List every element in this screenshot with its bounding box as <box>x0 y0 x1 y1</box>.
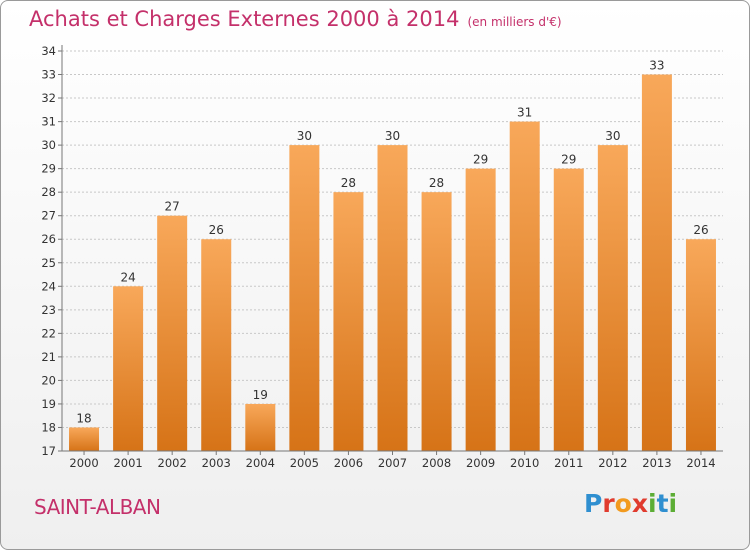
chart-subtitle: (en milliers d'€) <box>467 15 562 29</box>
bar-2014 <box>685 239 716 451</box>
x-tick-label: 2008 <box>422 456 451 470</box>
bar-2012 <box>597 145 628 451</box>
bar-2006 <box>333 192 364 452</box>
y-tick-label: 17 <box>41 444 56 458</box>
y-tick-label: 34 <box>41 44 56 58</box>
data-label-2006: 28 <box>341 176 356 190</box>
x-tick-label: 2003 <box>202 456 231 470</box>
data-label-2008: 28 <box>429 176 444 190</box>
y-tick-label: 29 <box>41 162 56 176</box>
data-label-2004: 19 <box>253 388 268 402</box>
y-tick-label: 26 <box>41 232 56 246</box>
x-tick-label: 2005 <box>290 456 319 470</box>
data-label-2011: 29 <box>561 153 576 167</box>
proxiti-logo: Proxiti <box>584 489 678 518</box>
title-text: Achats et Charges Externes 2000 à 2014 <box>29 7 460 31</box>
x-tick-label: 2002 <box>158 456 187 470</box>
y-tick-label: 32 <box>41 91 56 105</box>
bar-2002 <box>157 215 188 451</box>
bar-2000 <box>69 427 100 451</box>
x-tick-labels: 2000 2001 2002 2003 2004 2005 2006 2007 2008 2009… <box>69 456 715 470</box>
y-tick-label: 19 <box>41 397 56 411</box>
data-label-2003: 26 <box>209 223 224 237</box>
data-label-2014: 26 <box>693 223 708 237</box>
y-tick-label: 33 <box>41 68 56 82</box>
y-tick-label: 20 <box>41 373 56 387</box>
data-label-2012: 30 <box>605 129 620 143</box>
bar-2010 <box>509 121 540 452</box>
x-tick-label: 2000 <box>69 456 98 470</box>
bar-2007 <box>377 145 408 451</box>
axes <box>58 45 723 455</box>
data-label-2001: 24 <box>120 270 135 284</box>
y-tick-label: 30 <box>41 138 56 152</box>
x-tick-label: 2009 <box>466 456 495 470</box>
y-tick-label: 31 <box>41 115 56 129</box>
data-label-2005: 30 <box>297 129 312 143</box>
bar-2004 <box>245 403 276 451</box>
data-label-2010: 31 <box>517 106 532 120</box>
y-tick-label: 21 <box>41 350 56 364</box>
x-tick-label: 2004 <box>246 456 275 470</box>
y-tick-label: 28 <box>41 185 56 199</box>
data-label-2007: 30 <box>385 129 400 143</box>
data-label-2009: 29 <box>473 153 488 167</box>
y-tick-label: 24 <box>41 279 56 293</box>
bar-2008 <box>421 192 452 452</box>
data-label-2002: 27 <box>165 200 180 214</box>
bars <box>69 74 716 452</box>
y-tick-label: 18 <box>41 420 56 434</box>
x-tick-label: 2013 <box>642 456 671 470</box>
y-tick-label: 23 <box>41 303 56 317</box>
commune-name: SAINT-ALBAN <box>34 495 161 519</box>
bar-2003 <box>201 239 232 451</box>
bar-2005 <box>289 145 320 451</box>
x-tick-label: 2006 <box>334 456 363 470</box>
bar-2013 <box>641 74 672 451</box>
x-tick-label: 2014 <box>686 456 715 470</box>
x-tick-label: 2011 <box>554 456 583 470</box>
x-tick-label: 2012 <box>598 456 627 470</box>
y-tick-label: 27 <box>41 209 56 223</box>
bar-2001 <box>113 286 144 451</box>
bar-2009 <box>465 168 496 451</box>
x-tick-label: 2001 <box>113 456 142 470</box>
x-tick-label: 2007 <box>378 456 407 470</box>
data-label-2000: 18 <box>76 411 91 425</box>
data-labels: 18 24 27 26 19 30 28 30 28 29 31 29 30 33 26 <box>76 59 708 426</box>
y-tick-label: 22 <box>41 326 56 340</box>
y-tick-labels: 17 18 19 20 21 22 23 24 25 26 27 28 29 30 31 32 33 34 <box>41 44 56 458</box>
chart-title: Achats et Charges Externes 2000 à 2014 (e… <box>29 7 562 31</box>
bar-2011 <box>553 168 584 451</box>
x-tick-label: 2010 <box>510 456 539 470</box>
y-tick-label: 25 <box>41 256 56 270</box>
data-label-2013: 33 <box>649 59 664 73</box>
